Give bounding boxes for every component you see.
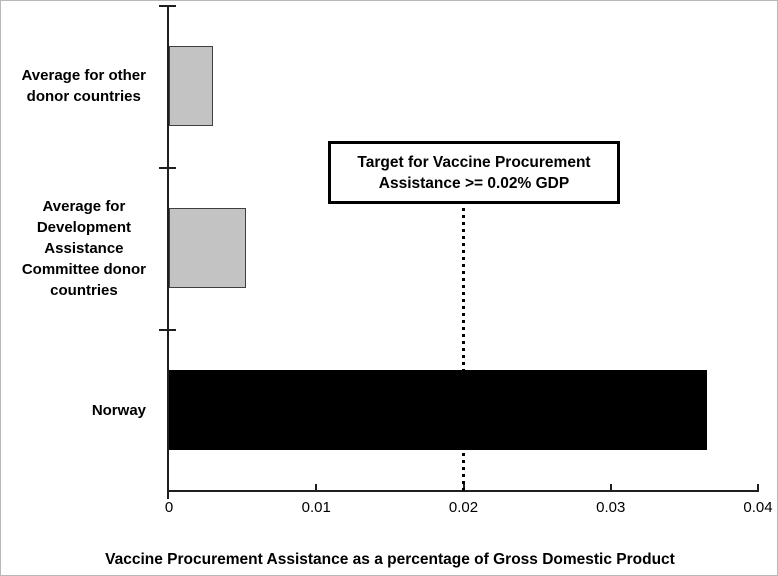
y-axis-tick-1 — [159, 167, 176, 169]
bar-1 — [169, 208, 246, 288]
y-axis-tick-0 — [159, 5, 176, 7]
target-callout-line1: Target for Vaccine Procurement — [357, 153, 591, 171]
bar-2 — [169, 370, 707, 450]
x-axis-tick-label-4: 0.04 — [743, 499, 773, 516]
category-label-2: Norway — [91, 401, 146, 419]
category-label-1: Average for Development Assistance Committe… — [21, 197, 146, 299]
bar-0 — [169, 46, 214, 126]
x-axis-tick-4 — [757, 484, 759, 490]
x-axis-tick-label-0: 0 — [164, 499, 174, 516]
x-axis-title: Vaccine Procurement Assistance as a perc… — [105, 551, 675, 568]
target-line — [461, 201, 465, 494]
x-axis-tick-1 — [315, 484, 318, 490]
x-axis-tick-label-2: 0.02 — [448, 499, 479, 516]
x-axis-tick-label-1: 0.01 — [301, 499, 331, 516]
target-callout-line2: Assistance >= 0.02% GDP — [378, 174, 570, 192]
y-axis-tick-2 — [159, 329, 176, 331]
y-axis-line — [167, 5, 169, 499]
category-label-0: Average for other donor countries — [21, 67, 146, 105]
target-callout: Target for Vaccine Procurement Assistanc… — [328, 141, 620, 204]
x-axis-tick-label-3: 0.03 — [596, 499, 626, 516]
x-axis-tick-3 — [609, 484, 612, 490]
